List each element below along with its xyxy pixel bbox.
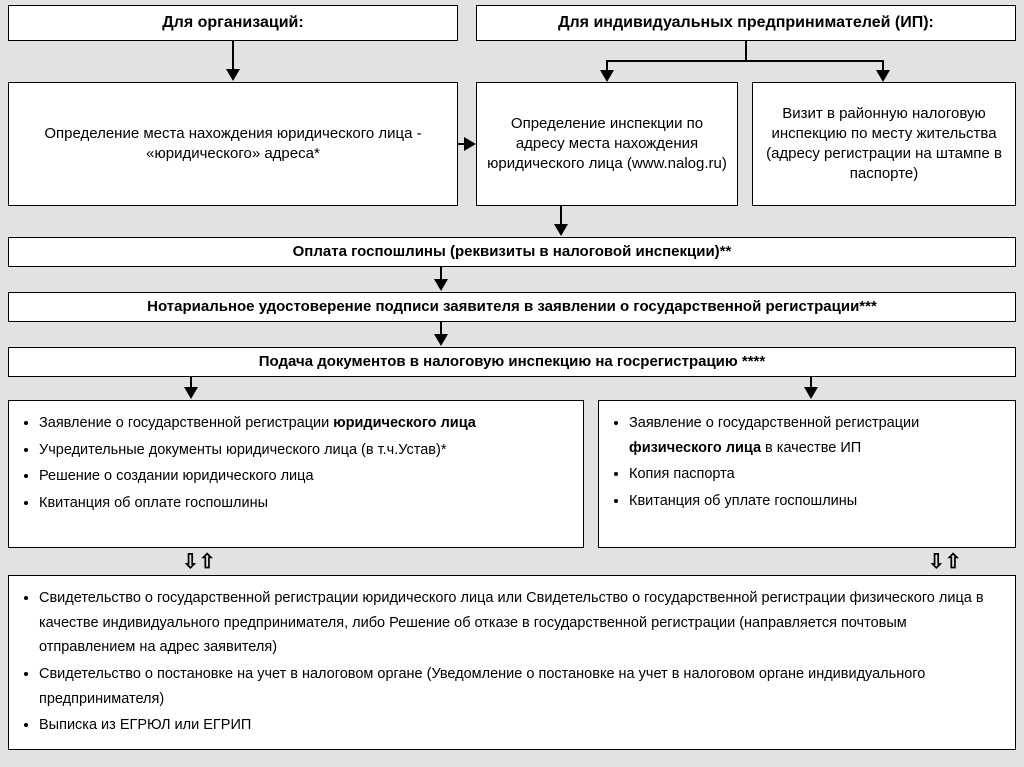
arrow-down-icon [600,70,614,82]
result-item: Свидетельство о государственной регистра… [39,586,1003,660]
double-arrow-icon: ⇩⇧ [928,549,962,574]
arrow-down-icon [434,279,448,291]
arrow-right-icon [464,137,476,151]
box-inspection-text: Определение инспекции по адресу места на… [487,114,727,175]
docs-org-item: Квитанция об оплате госпошлины [39,491,571,516]
arrow-line [560,206,562,226]
result-box: Свидетельство о государственной регистра… [8,575,1016,750]
arrow-line [606,60,884,62]
docs-org-item: Учредительные документы юридического лиц… [39,438,571,463]
docs-ip-item: Копия паспорта [629,462,1003,487]
docs-ip-item: Квитанция об уплате госпошлины [629,489,1003,514]
box-notary-text: Нотариальное удостоверение подписи заяви… [147,297,877,317]
arrow-down-icon [554,224,568,236]
docs-ip-item: Заявление о государственной регистрации … [629,411,1003,460]
docs-ip: Заявление о государственной регистрации … [598,400,1016,548]
arrow-line [745,41,747,61]
box-visit: Визит в районную налоговую инспекцию по … [752,82,1016,206]
docs-org-item: Заявление о государственной регистрации … [39,411,571,436]
arrow-down-icon [434,334,448,346]
result-item: Выписка из ЕГРЮЛ или ЕГРИП [39,713,1003,738]
result-item: Свидетельство о постановке на учет в нал… [39,662,1003,711]
header-ip: Для индивидуальных предпринимателей (ИП)… [476,5,1016,41]
arrow-down-icon [226,69,240,81]
header-org-text: Для организаций: [162,12,303,34]
double-arrow-icon: ⇩⇧ [182,549,216,574]
box-org-address-text: Определение места нахождения юридическог… [19,124,447,165]
docs-org-item: Решение о создании юридического лица [39,464,571,489]
box-fee: Оплата госпошлины (реквизиты в налоговой… [8,237,1016,267]
arrow-down-icon [184,387,198,399]
arrow-down-icon [876,70,890,82]
box-notary: Нотариальное удостоверение подписи заяви… [8,292,1016,322]
docs-org: Заявление о государственной регистрации … [8,400,584,548]
box-org-address: Определение места нахождения юридическог… [8,82,458,206]
box-visit-text: Визит в районную налоговую инспекцию по … [763,104,1005,185]
arrow-line [232,41,234,71]
box-submit: Подача документов в налоговую инспекцию … [8,347,1016,377]
arrow-down-icon [804,387,818,399]
box-fee-text: Оплата госпошлины (реквизиты в налоговой… [293,242,732,262]
box-submit-text: Подача документов в налоговую инспекцию … [259,352,765,372]
header-ip-text: Для индивидуальных предпринимателей (ИП)… [558,12,934,34]
box-inspection: Определение инспекции по адресу места на… [476,82,738,206]
header-org: Для организаций: [8,5,458,41]
